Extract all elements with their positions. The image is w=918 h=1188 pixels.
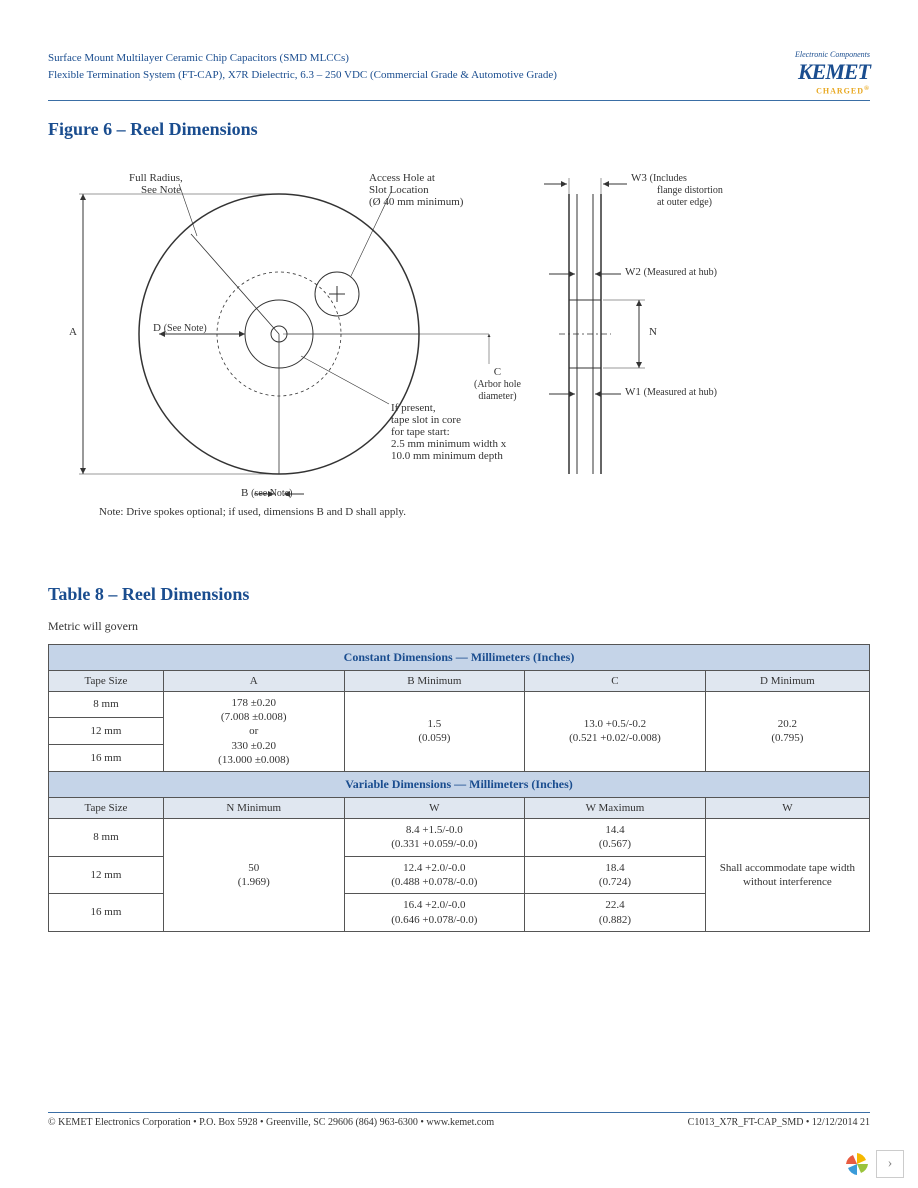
lbl-N: N [649,326,657,338]
logo-tagline: Electronic Components [795,50,870,59]
vcell-tape-16: 16 mm [49,894,164,932]
logo: Electronic Components KEMET CHARGED® [795,50,870,96]
reel-diagram: Full Radius, See Note Access Hole at Slo… [69,154,849,524]
lbl-C: C (Arbor hole diameter) [474,366,521,402]
vcell-Wmax-16: 22.4 (0.882) [525,894,706,932]
diagram-svg [69,154,849,524]
cell-C: 13.0 +0.5/-0.2 (0.521 +0.02/-0.008) [525,691,706,771]
nav-widget: › [844,1150,904,1178]
col-A: A [163,670,344,691]
cell-A: 178 ±0.20 (7.008 ±0.008) or 330 ±0.20 (1… [163,691,344,771]
vcell-W-8: 8.4 +1.5/-0.0 (0.331 +0.059/-0.0) [344,819,525,857]
vcell-Wmax-12: 18.4 (0.724) [525,856,706,894]
chevron-right-icon: › [888,1156,893,1172]
vcol-W3: W [705,798,869,819]
figure-note: Note: Drive spokes optional; if used, di… [99,506,406,518]
vcol-N: N Minimum [163,798,344,819]
vcell-W-12: 12.4 +2.0/-0.0 (0.488 +0.078/-0.0) [344,856,525,894]
col-tapesize: Tape Size [49,670,164,691]
header-line1: Surface Mount Multilayer Ceramic Chip Ca… [48,50,557,67]
vcell-W-16: 16.4 +2.0/-0.0 (0.646 +0.078/-0.0) [344,894,525,932]
variable-header: Variable Dimensions — Millimeters (Inche… [49,772,870,798]
col-B: B Minimum [344,670,525,691]
page-header: Surface Mount Multilayer Ceramic Chip Ca… [48,50,870,101]
vcell-Wmax-8: 14.4 (0.567) [525,819,706,857]
constant-header: Constant Dimensions — Millimeters (Inche… [49,644,870,670]
vcell-N: 50 (1.969) [163,819,344,932]
logo-sub: CHARGED® [795,85,870,96]
col-C: C [525,670,706,691]
page-footer: © KEMET Electronics Corporation • P.O. B… [48,1112,870,1128]
lbl-D: D (See Note) [153,322,207,334]
cell-D: 20.2 (0.795) [705,691,869,771]
vcell-tape-12: 12 mm [49,856,164,894]
lbl-W1: W1 (Measured at hub) [625,386,717,398]
lbl-W3: W3 (Includes flange distortion at outer … [631,172,723,208]
cell-tape-8: 8 mm [49,691,164,718]
footer-right: C1013_X7R_FT-CAP_SMD • 12/12/2014 21 [688,1117,870,1128]
reel-dimensions-table: Constant Dimensions — Millimeters (Inche… [48,644,870,932]
lbl-W2: W2 (Measured at hub) [625,266,717,278]
vcell-tape-8: 8 mm [49,819,164,857]
footer-left: © KEMET Electronics Corporation • P.O. B… [48,1117,494,1128]
vcol-W: W [344,798,525,819]
lbl-tapeslot: If present, tape slot in core for tape s… [391,402,506,462]
vcol-Wmax: W Maximum [525,798,706,819]
lbl-B: B (see Note) [241,487,292,499]
metric-note: Metric will govern [48,619,870,634]
header-text: Surface Mount Multilayer Ceramic Chip Ca… [48,50,557,83]
vcol-tapesize: Tape Size [49,798,164,819]
lbl-access-hole: Access Hole at Slot Location (Ø 40 mm mi… [369,172,463,208]
cell-B: 1.5 (0.059) [344,691,525,771]
col-D: D Minimum [705,670,869,691]
cell-tape-16: 16 mm [49,745,164,772]
table-title: Table 8 – Reel Dimensions [48,584,870,605]
logo-brand: KEMET [795,59,870,85]
next-button[interactable]: › [876,1150,904,1178]
pinwheel-icon[interactable] [844,1151,870,1177]
vcell-W3: Shall accommodate tape width without int… [705,819,869,932]
lbl-A: A [69,326,77,338]
figure-title: Figure 6 – Reel Dimensions [48,119,870,140]
lbl-full-radius: Full Radius, See Note [129,172,183,196]
cell-tape-12: 12 mm [49,718,164,745]
header-line2: Flexible Termination System (FT-CAP), X7… [48,67,557,84]
